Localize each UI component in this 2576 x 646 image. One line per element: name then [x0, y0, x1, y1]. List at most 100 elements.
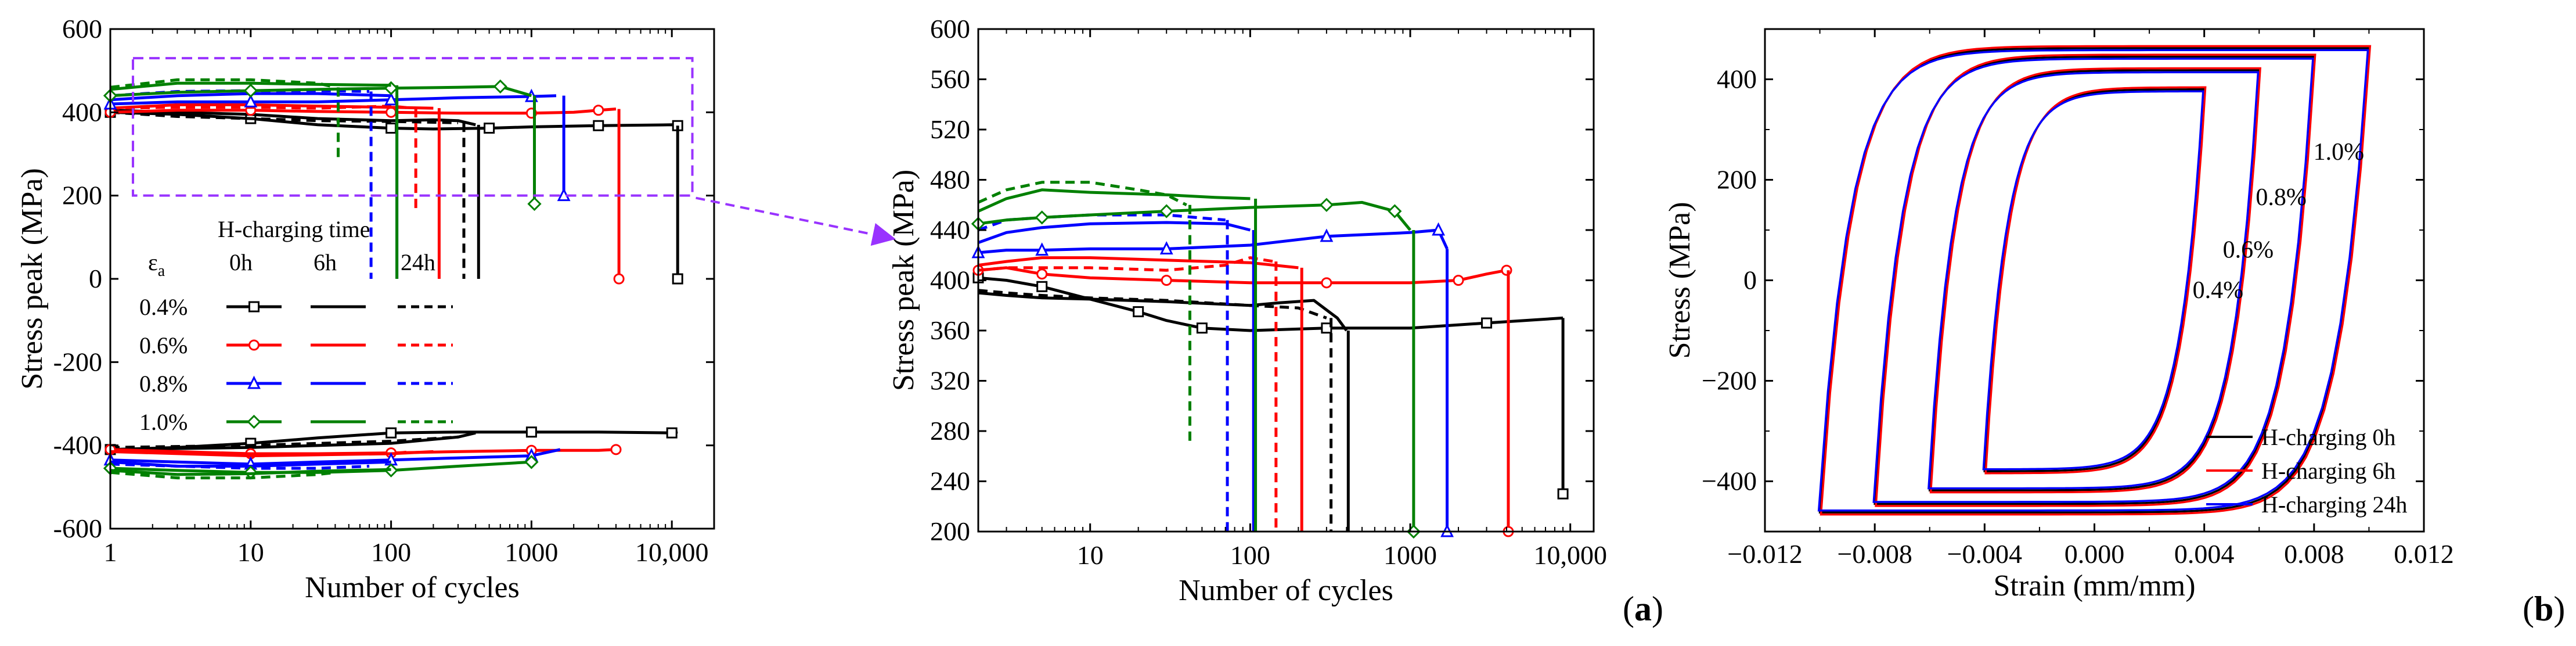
x-tick-label: 1 [104, 537, 117, 567]
series-1.0%-6h-tension [978, 188, 1251, 213]
data-marker [1388, 204, 1402, 218]
x-tick-label: 1000 [505, 537, 558, 567]
data-marker [1196, 322, 1208, 334]
y-tick-label: 480 [930, 165, 970, 195]
data-marker [610, 444, 622, 455]
x-tick-label: 1000 [1384, 540, 1437, 570]
loop-label-0.8%: 0.8% [2256, 184, 2307, 211]
data-marker [1319, 198, 1334, 212]
series-0.8%-24h-tension [978, 213, 1226, 232]
data-marker [1321, 277, 1332, 289]
y-tick-label: -200 [53, 347, 102, 376]
data-marker [1432, 222, 1446, 236]
legend-marker [248, 339, 260, 351]
series-0.8%-0h-tension [978, 228, 1449, 254]
series-0.6%-24h-tension [110, 105, 412, 110]
x-axis-label: Number of cycles [305, 571, 520, 604]
y-tick-label: 240 [930, 466, 970, 496]
y-axis-label: Stress peak (MPa) [16, 168, 49, 389]
series-1.0%-24h-tension [110, 78, 336, 89]
series-1.0%-24h-compression [110, 471, 336, 480]
series-0.4%-24h-tension [110, 110, 459, 124]
data-marker [1133, 306, 1144, 318]
x-tick-label: 10,000 [1533, 540, 1607, 570]
legend-row-0.4%: 0.4% [139, 294, 188, 320]
loop-0.4%-H-charging 0h [1983, 88, 2206, 472]
data-marker [1159, 204, 1174, 218]
data-marker [1320, 228, 1334, 242]
series-0.4%-24h-tension [978, 289, 1327, 320]
y-tick-label: 440 [930, 215, 970, 245]
x-tick-label: 0.012 [2394, 539, 2454, 569]
series-0.6%-0h-tension [978, 266, 1507, 285]
y-tick-label: -600 [53, 514, 102, 543]
panel-label-b: (b) [2523, 590, 2565, 628]
y-tick-label: 320 [930, 366, 970, 396]
data-marker [1501, 264, 1512, 276]
loop-label-1.0%: 1.0% [2314, 139, 2365, 166]
series-0.6%-0h-tension [110, 107, 617, 115]
x-tick-label: −0.012 [1727, 539, 1802, 569]
failure-marker [1557, 488, 1569, 500]
zoom-link [696, 196, 896, 246]
x-tick-label: 100 [1230, 540, 1270, 570]
failure-marker [672, 273, 683, 285]
data-marker [1036, 268, 1048, 280]
loop-label-0.6%: 0.6% [2223, 237, 2274, 264]
data-marker [243, 83, 258, 98]
legend-col-6h: 6h [314, 249, 337, 275]
y-tick-label: 400 [62, 97, 102, 127]
x-tick-label: 0.008 [2284, 539, 2344, 569]
x-axis-label: Strain (mm/mm) [1993, 569, 2195, 602]
plot-frame [1764, 28, 2425, 533]
loop-0.6%-H-charging 6h [1929, 67, 2261, 494]
y-tick-label: −400 [1702, 466, 1757, 496]
y-tick-label: 200 [930, 516, 970, 546]
x-tick-label: 10 [237, 537, 264, 567]
legend-row-0.6%: 0.6% [139, 332, 188, 358]
zoom-arrow [696, 196, 896, 246]
zoom-box [132, 57, 694, 197]
series-0.6%-24h-compression [110, 450, 412, 455]
legend-col-0h: 0h [229, 249, 253, 275]
data-marker [484, 123, 495, 134]
data-marker [524, 455, 539, 469]
loop-0.4%-H-charging 24h [1982, 90, 2204, 471]
y-tick-label: 0 [89, 264, 102, 293]
series-0.6%-6h-tension [978, 256, 1299, 270]
data-marker [593, 105, 604, 116]
y-tick-label: 520 [930, 114, 970, 144]
chart-b: 0.4% 0.6% 0.8% 1.0% −400 −200 0 200 400 −0.012 −0.… [1663, 28, 2454, 602]
data-marker [1481, 317, 1493, 329]
x-axis-label: Number of cycles [1179, 574, 1393, 607]
y-tick-label: 600 [62, 14, 102, 44]
legend-marker [247, 375, 261, 389]
y-tick-label: 280 [930, 416, 970, 446]
series-0.6%-6h-compression [110, 450, 434, 458]
series-1.0%-0h-tension [978, 200, 1411, 231]
data-marker [1035, 242, 1049, 256]
legend-entry: H-charging 0h [2261, 424, 2395, 450]
x-tick-label: 10,000 [635, 537, 709, 567]
data-marker [525, 426, 537, 438]
loop-1.0%-H-charging 24h [1817, 49, 2369, 512]
legend-b: H-charging 0h H-charging 6h H-charging 24h [2206, 424, 2407, 518]
series-0.4%-0h-tension [978, 276, 1563, 332]
series-0.6%-24h-tension [978, 256, 1274, 272]
y-tick-label: 200 [62, 181, 102, 210]
loop-0.8%-H-charging 6h [1875, 53, 2316, 507]
loop-label-0.4%: 0.4% [2193, 277, 2244, 304]
data-marker [386, 123, 397, 134]
legend-marker [247, 414, 261, 429]
series-0.4%-0h-tension [110, 110, 678, 131]
y-tick-label: 560 [930, 64, 970, 94]
legend-title: H-charging time [218, 216, 370, 242]
x-tick-label: 100 [371, 537, 411, 567]
legend-entry: H-charging 6h [2261, 458, 2395, 484]
y-tick-label: 400 [930, 265, 970, 295]
x-tick-label: 10 [1077, 540, 1104, 570]
plot-frame [977, 28, 1595, 533]
legend-entry: H-charging 24h [2261, 491, 2407, 518]
loop-0.6%-H-charging 24h [1928, 71, 2260, 490]
series-0.4%-6h-tension [978, 291, 1348, 332]
